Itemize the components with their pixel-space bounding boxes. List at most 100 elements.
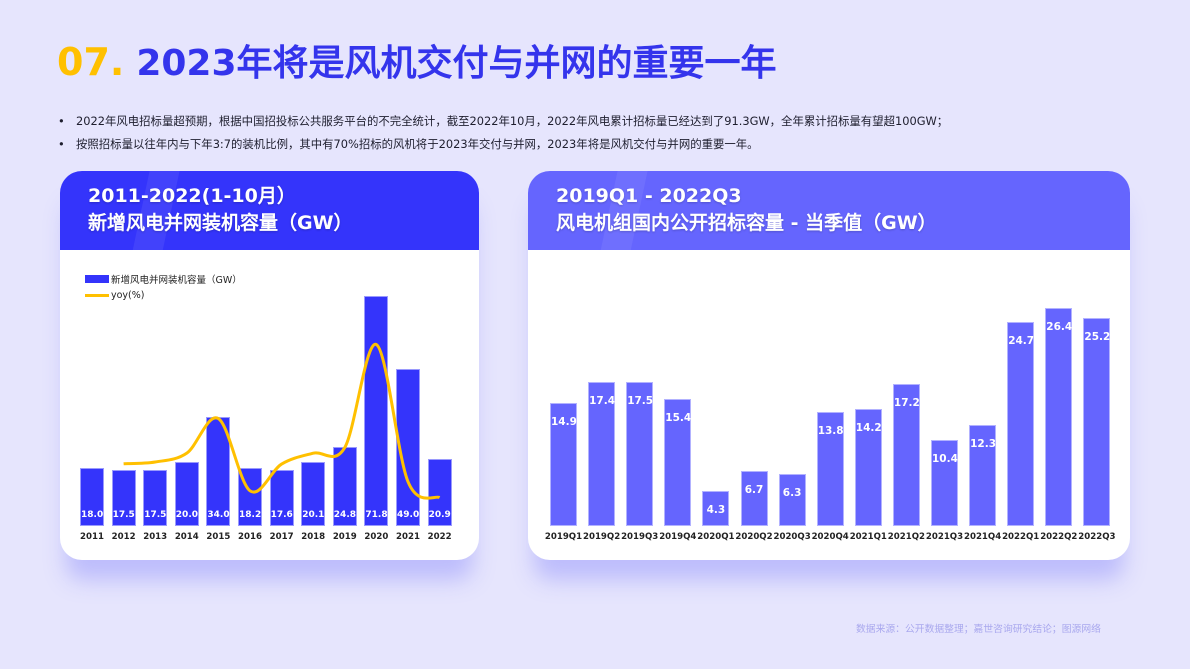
bar-value-label: 12.3 [970, 437, 997, 450]
x-axis-label: 2022Q2 [1040, 532, 1078, 542]
bar-value-label: 71.8 [365, 510, 388, 520]
bar-value-label: 24.7 [1008, 335, 1035, 348]
card-title-line2: 新增风电并网装机容量（GW） [88, 212, 353, 234]
bullet-icon: • [58, 114, 65, 128]
bar-value-label: 10.4 [932, 453, 958, 466]
card-header: 2011-2022(1-10月） 新增风电并网装机容量（GW） [60, 171, 479, 250]
page-title: 07. 2023年将是风机交付与并网的重要一年 [57, 34, 777, 86]
bar-value-label: 6.3 [782, 487, 802, 500]
x-axis-label: 2020 [364, 532, 389, 542]
x-axis-label: 2021 [396, 532, 420, 542]
x-axis-label: 2019Q2 [582, 532, 621, 542]
bar-value-label: 34.0 [207, 510, 230, 520]
bar-series: 18.0 2011 17.5 2012 17.5 2013 20.0 2014 34.0 2015… [60, 250, 479, 560]
x-axis-label: 2020Q4 [811, 532, 849, 542]
section-number: 07. [57, 40, 125, 84]
x-axis-label: 2020Q1 [697, 532, 735, 542]
bar: 6.7 [740, 470, 768, 526]
bar: 14.9 [550, 403, 577, 526]
x-axis-label: 2019Q1 [544, 532, 583, 542]
yoy-line [123, 342, 441, 500]
legend-item-line: yoy(%) [85, 287, 242, 304]
bar-value-label: 15.4 [665, 411, 692, 424]
bar-value-label: 17.5 [144, 510, 167, 520]
bar-value-label: 17.5 [627, 394, 654, 407]
bar: 17.5 [111, 470, 136, 526]
x-axis-label: 2015 [206, 532, 231, 542]
x-axis-label: 2019Q4 [659, 532, 697, 542]
x-axis-label: 2021Q2 [887, 532, 925, 542]
bar-value-label: 24.8 [333, 510, 357, 520]
bar: 26.4 [1045, 308, 1073, 526]
x-axis-label: 2021Q4 [963, 532, 1002, 542]
bar-value-label: 49.0 [397, 510, 420, 520]
bar-value-label: 14.2 [855, 421, 882, 434]
legend-label: yoy(%) [111, 290, 145, 301]
bar: 25.2 [1083, 318, 1111, 526]
x-axis-label: 2012 [111, 532, 136, 542]
bar: 17.2 [892, 384, 920, 526]
legend-label: 新增风电并网装机容量（GW） [111, 274, 242, 286]
bar-value-label: 18.0 [81, 510, 104, 520]
x-axis-label: 2016 [238, 532, 262, 542]
bar: 13.8 [816, 412, 844, 526]
x-axis-label: 2019 [332, 532, 357, 542]
bar-value-label: 18.2 [239, 510, 262, 520]
bar-value-label: 20.1 [302, 510, 325, 520]
bullet-text: 按照招标量以往年内与下年3:7的装机比例，其中有70%招标的风机将于2023年交… [76, 137, 759, 151]
bar: 17.5 [626, 381, 654, 526]
bar: 17.6 [269, 469, 294, 526]
bar-value-label: 20.0 [175, 510, 199, 520]
section-title: 2023年将是风机交付与并网的重要一年 [136, 43, 777, 84]
bar: 6.3 [778, 474, 806, 526]
bullet-icon: • [58, 137, 65, 151]
bar-value-label: 14.9 [551, 416, 577, 429]
bar-value-label: 20.9 [428, 510, 451, 520]
bullet-item: • 2022年风电招标量超预期，根据中国招投标公共服务平台的不完全统计，截至20… [58, 110, 1158, 133]
bar: 14.2 [854, 408, 882, 526]
bar-swatch-icon [85, 274, 109, 283]
bar-value-label: 13.8 [817, 425, 844, 438]
x-axis-label: 2022 [427, 532, 452, 542]
x-axis-label: 2020Q2 [735, 532, 773, 542]
tender-capacity-chart: 14.9 2019Q1 17.4 2019Q2 17.5 2019Q3 15.4 2019Q4… [528, 250, 1130, 560]
bar-value-label: 25.2 [1084, 331, 1111, 344]
bar: 24.7 [1007, 322, 1035, 526]
x-axis-label: 2018 [301, 532, 326, 542]
bullet-item: • 按照招标量以往年内与下年3:7的装机比例，其中有70%招标的风机将于2023… [58, 133, 1158, 156]
card-title-line1: 2011-2022(1-10月） [88, 185, 296, 207]
bar: 17.5 [143, 470, 168, 526]
bar: 4.3 [702, 490, 730, 526]
bar: 12.3 [969, 424, 997, 526]
x-axis-label: 2014 [174, 532, 199, 542]
bar-value-label: 17.6 [270, 510, 293, 520]
x-axis-label: 2022Q1 [1002, 532, 1040, 542]
bar: 24.8 [332, 446, 357, 526]
tender-capacity-card: 2019Q1 - 2022Q3 风电机组国内公开招标容量 - 当季值（GW） 1… [528, 171, 1130, 560]
bar-value-label: 6.7 [744, 483, 764, 496]
chart-legend: 新增风电并网装机容量（GW） yoy(%) [85, 270, 242, 304]
bar: 17.4 [588, 382, 616, 526]
x-axis-label: 2022Q3 [1078, 532, 1116, 542]
bar: 20.9 [427, 459, 452, 526]
legend-item-bar: 新增风电并网装机容量（GW） [85, 270, 242, 287]
card-header: 2019Q1 - 2022Q3 风电机组国内公开招标容量 - 当季值（GW） [528, 171, 1130, 250]
x-axis-label: 2011 [80, 532, 104, 542]
x-axis-label: 2017 [269, 532, 294, 542]
x-axis-label: 2020Q3 [773, 532, 811, 542]
card-title-line2: 风电机组国内公开招标容量 - 当季值（GW） [556, 212, 937, 234]
bullet-list: • 2022年风电招标量超预期，根据中国招投标公共服务平台的不完全统计，截至20… [58, 110, 1158, 156]
bar: 20.0 [174, 462, 199, 526]
x-axis-label: 2019Q3 [621, 532, 659, 542]
x-axis-label: 2013 [143, 532, 168, 542]
bar: 18.0 [80, 468, 104, 526]
bar-value-label: 17.5 [112, 510, 135, 520]
installed-capacity-card: 2011-2022(1-10月） 新增风电并网装机容量（GW） 新增风电并网装机… [60, 171, 479, 560]
card-title-line1: 2019Q1 - 2022Q3 [556, 185, 742, 207]
x-axis-label: 2021Q3 [925, 532, 964, 542]
bar-value-label: 17.4 [589, 395, 616, 408]
bar-value-label: 4.3 [706, 503, 726, 516]
bar-value-label: 26.4 [1046, 321, 1073, 334]
installed-capacity-chart: 新增风电并网装机容量（GW） yoy(%) 18.0 2011 17.5 2012 17… [60, 250, 479, 560]
line-swatch-icon [85, 294, 109, 297]
